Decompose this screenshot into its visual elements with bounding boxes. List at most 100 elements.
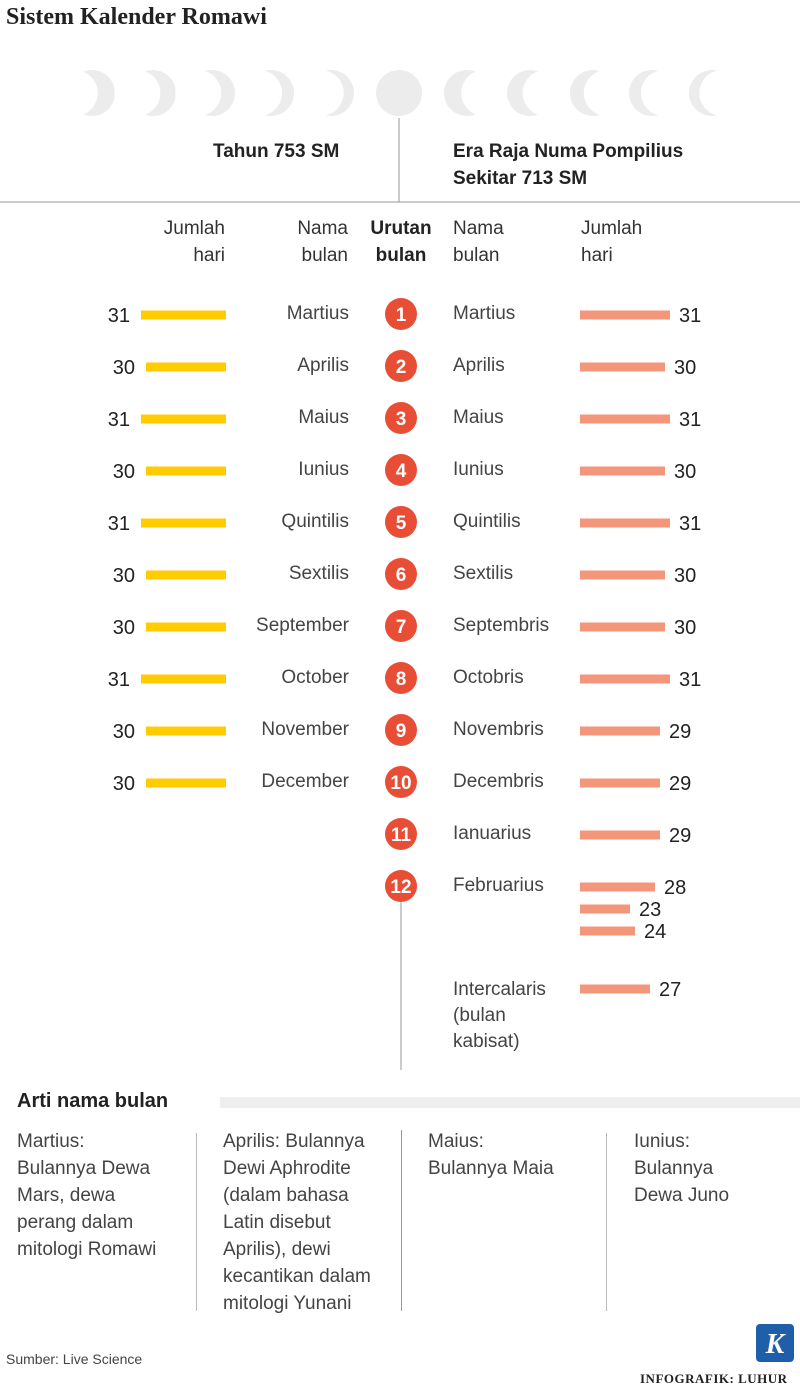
moon-shadow	[114, 70, 161, 116]
value-label: 31	[108, 409, 130, 431]
bar-713-quintilis	[580, 518, 670, 528]
calendar-chart: 3130313031303031303012345678910111231303…	[0, 118, 800, 1070]
bar-753-iunius	[146, 466, 226, 476]
moon-shadow	[51, 70, 98, 116]
moon-shadow	[699, 70, 746, 116]
value-label: 24	[644, 921, 666, 943]
bar-753-sextilis	[146, 570, 226, 580]
order-number: 9	[396, 721, 407, 742]
logo-background	[756, 1324, 794, 1362]
month-name-713: Ianuarius	[453, 823, 532, 844]
month-name-713: Maius	[453, 407, 504, 428]
order-badge	[385, 298, 417, 330]
logo-letter: K	[765, 1329, 787, 1360]
bar-753-aprilis	[146, 362, 226, 372]
bar-753-october	[141, 674, 226, 684]
left-era-header: Tahun 753 SM	[213, 141, 340, 162]
bar-713-septembris	[580, 622, 665, 632]
order-number: 11	[391, 825, 412, 846]
month-name-753: Iunius	[298, 459, 349, 480]
value-label: 30	[113, 721, 135, 743]
order-badge	[385, 766, 417, 798]
month-name-753: September	[256, 615, 349, 636]
order-badge	[385, 818, 417, 850]
value-label: 29	[669, 825, 691, 847]
bar-713-ianuarius	[580, 830, 660, 840]
bar-753-november	[146, 726, 226, 736]
note-maius: Maius: Bulannya Maia	[428, 1131, 554, 1179]
notes-divider	[606, 1133, 607, 1311]
value-label: 30	[113, 461, 135, 483]
bar-713-februarius	[580, 904, 630, 914]
bar-753-december	[146, 778, 226, 788]
month-name-713: Aprilis	[453, 355, 505, 376]
notes-divider	[401, 1130, 402, 1311]
right-era-header-line1: Era Raja Numa Pompilius	[453, 141, 684, 162]
bar-713-decembris	[580, 778, 660, 788]
value-label: 31	[108, 305, 130, 327]
value-label: 31	[679, 409, 701, 431]
value-label: 30	[113, 565, 135, 587]
value-label: 30	[113, 357, 135, 379]
bar-753-maius	[141, 414, 226, 424]
notes-title: Arti nama bulan	[17, 1090, 169, 1112]
left-name-header: Nama bulan	[297, 218, 348, 266]
value-label: 30	[113, 773, 135, 795]
notes-title-rule	[220, 1097, 800, 1108]
month-name-713: Novembris	[453, 719, 544, 740]
order-number: 3	[396, 409, 407, 430]
value-label: 31	[679, 513, 701, 535]
value-label: 31	[108, 669, 130, 691]
right-era-header-line2: Sekitar 713 SM	[453, 168, 588, 189]
month-name-713: Iunius	[453, 459, 504, 480]
value-label: 30	[113, 617, 135, 639]
order-badge	[385, 714, 417, 746]
month-name-753: November	[261, 719, 349, 740]
order-badge	[385, 350, 417, 382]
order-badge	[385, 558, 417, 590]
value-label: 29	[669, 773, 691, 795]
notes-divider	[196, 1133, 197, 1311]
month-name-713: Decembris	[453, 771, 544, 792]
order-number: 8	[396, 669, 407, 690]
value-label: 31	[108, 513, 130, 535]
order-number: 5	[396, 513, 407, 534]
bar-753-september	[146, 622, 226, 632]
order-number: 10	[390, 773, 411, 794]
bar-713-martius	[580, 310, 670, 320]
month-name-713: Februarius	[453, 875, 544, 896]
bar-713-maius	[580, 414, 670, 424]
infographic-credit: INFOGRAFIK: LUHUR	[640, 1371, 788, 1386]
value-label: 31	[679, 305, 701, 327]
moon-phases-decoration	[51, 70, 746, 116]
value-label: 29	[669, 721, 691, 743]
bar-713-iunius	[580, 466, 665, 476]
left-days-header: Jumlah hari	[163, 218, 225, 266]
value-label: 30	[674, 461, 696, 483]
publisher-logo: K	[756, 1324, 794, 1362]
moon-shadow	[522, 70, 569, 116]
order-badge	[385, 454, 417, 486]
month-name-753: December	[261, 771, 349, 792]
value-label: 23	[639, 899, 661, 921]
moon-shadow	[583, 70, 630, 116]
order-badge	[385, 402, 417, 434]
bar-753-quintilis	[141, 518, 226, 528]
bar-713-octobris	[580, 674, 670, 684]
order-number: 1	[396, 305, 407, 326]
order-number: 4	[396, 461, 407, 482]
order-number: 6	[396, 565, 407, 586]
moon-shadow	[461, 70, 508, 116]
bar-713-novembris	[580, 726, 660, 736]
month-name-713: Martius	[453, 303, 516, 324]
month-name-753: Quintilis	[281, 511, 349, 532]
bar-713-februarius	[580, 926, 635, 936]
note-aprilis: Aprilis: Bulannya Dewi Aphrodite (dalam …	[223, 1131, 371, 1314]
month-name-753: Martius	[286, 303, 349, 324]
month-name-753: Maius	[298, 407, 349, 428]
intercalaris-label: Intercalaris (bulan kabisat)	[453, 979, 546, 1052]
moon-shadow	[236, 70, 283, 116]
month-name-753: Aprilis	[297, 355, 349, 376]
value-label: 27	[659, 979, 681, 1001]
right-name-header: Nama bulan	[453, 218, 504, 266]
